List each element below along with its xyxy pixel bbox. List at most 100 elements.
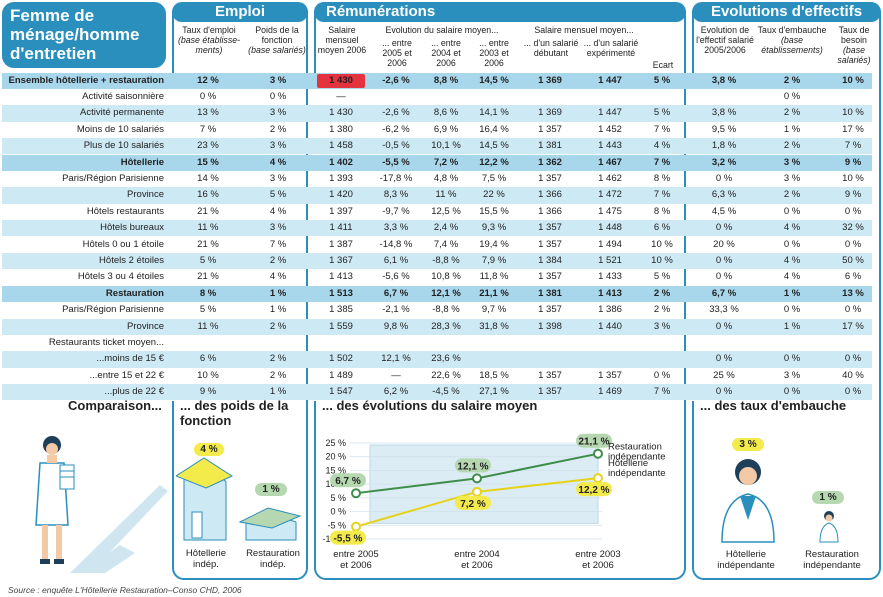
cell-7: 1 386 xyxy=(598,304,622,316)
cell-9: 6,3 % xyxy=(711,189,737,201)
cell-3: 8,3 % xyxy=(383,189,409,201)
column-separator xyxy=(310,72,318,401)
cell-4: 11 % xyxy=(435,189,457,201)
hdr-besoin-sub: (base salariés) xyxy=(837,45,871,65)
row-label: Hôtels 3 ou 4 étoiles xyxy=(77,271,164,283)
row-band xyxy=(2,138,872,155)
data-label-pill xyxy=(455,495,491,510)
cell-11: 6 % xyxy=(844,271,862,283)
y-tick-label: -5 % xyxy=(327,520,346,530)
cell-3: 9,8 % xyxy=(383,320,409,332)
row-band xyxy=(2,351,872,368)
cell-0: 13 % xyxy=(197,107,219,119)
table-row: Plus de 10 salariés 23 % 3 % 1 458 -0,5 % 10,… xyxy=(0,138,883,154)
x-tick-label: entre 2004 xyxy=(454,549,499,560)
poids-hotel-value: 4 % xyxy=(200,444,218,455)
table-row: Restaurants ticket moyen... xyxy=(0,335,883,351)
cell-4: 2,4 % xyxy=(433,222,459,234)
hdr-poids: Poids de la fonction (base salariés) xyxy=(246,25,308,55)
series-name: indépendante xyxy=(608,468,666,479)
cell-11: 40 % xyxy=(842,369,864,381)
cell-7: 1 440 xyxy=(598,320,622,332)
cell-5: 27,1 % xyxy=(479,386,509,398)
data-label: 12,2 % xyxy=(578,485,609,496)
cell-11: 32 % xyxy=(842,222,864,234)
page-title: Femme de ménage/homme d'entretien xyxy=(10,6,140,63)
cell-3: 6,2 % xyxy=(383,386,409,398)
cell-1: 2 % xyxy=(269,123,287,135)
cell-9: 9,5 % xyxy=(711,123,737,135)
cell-4: 23,6 % xyxy=(431,353,461,365)
row-label: Province xyxy=(127,320,164,332)
cell-4: -4,5 % xyxy=(432,386,460,398)
cell-9: 3,8 % xyxy=(711,107,737,119)
cell-4: -8,8 % xyxy=(432,254,460,266)
cell-2: 1 380 xyxy=(329,123,353,135)
cell-7: 1 521 xyxy=(598,254,622,266)
cell-11: 7 % xyxy=(844,140,862,152)
data-label: 12,1 % xyxy=(457,461,488,472)
row-label: Moins de 10 salariés xyxy=(76,123,164,135)
cell-7: 1 447 xyxy=(598,74,622,86)
cell-10: 2 % xyxy=(783,74,801,86)
hdr-evol-group: Evolution du salaire moyen... xyxy=(385,25,499,35)
series-name: Restauration xyxy=(608,442,662,453)
poids-title: ... des poids de la fonction xyxy=(180,398,289,428)
hdr-embauche: Taux d'embauche (base établissements) xyxy=(756,25,828,55)
cell-4: 10,1 % xyxy=(431,140,461,152)
table-row: ...moins de 15 € 6 % 2 % 1 502 12,1 % 23,6 % 0… xyxy=(0,351,883,367)
cell-4: 4,8 % xyxy=(433,172,459,184)
row-label: Activité saisonnière xyxy=(82,90,164,102)
embauche-resto-value: 1 % xyxy=(819,492,837,503)
cell-11: 0 % xyxy=(844,386,862,398)
cell-5: 9,7 % xyxy=(481,304,507,316)
table-row: Restauration 8 % 1 % 1 513 6,7 % 12,1 % 21,1 %… xyxy=(0,286,883,302)
cell-6: 1 357 xyxy=(538,172,562,184)
hdr-embauche-text: Taux d'embauche xyxy=(757,25,827,35)
cell-0: 11 % xyxy=(197,320,219,332)
cell-8: 2 % xyxy=(653,287,671,299)
cell-7: 1 462 xyxy=(598,172,622,184)
cell-10: 3 % xyxy=(783,172,801,184)
poids-resto-pill xyxy=(255,483,287,496)
x-tick-label: et 2006 xyxy=(340,560,372,571)
table-row: Province 11 % 2 % 1 559 9,8 % 28,3 % 31,8 % 1 3… xyxy=(0,319,883,335)
column-separator xyxy=(168,72,176,401)
embauche-hotel-value: 3 % xyxy=(739,439,757,450)
cell-10: 2 % xyxy=(783,189,801,201)
cell-10: 3 % xyxy=(783,156,801,168)
cell-3: -9,7 % xyxy=(382,205,410,217)
cell-4: 28,3 % xyxy=(431,320,461,332)
poids-resto-label: Restauration indép. xyxy=(246,548,300,570)
row-label: Hôtellerie xyxy=(120,156,164,168)
cell-4: 7,2 % xyxy=(433,156,459,168)
data-label-pill xyxy=(576,433,612,448)
cell-9: 0 % xyxy=(715,172,733,184)
cell-2: 1 420 xyxy=(329,189,353,201)
hdr-taux-emploi-text: Taux d'emploi xyxy=(182,25,236,35)
row-band xyxy=(2,220,872,237)
poids-resto-value: 1 % xyxy=(262,484,280,495)
cell-2: 1 458 xyxy=(329,140,353,152)
cell-7: 1 452 xyxy=(598,123,622,135)
remunerations-header: Rémunérations xyxy=(314,2,686,22)
cell-6: 1 357 xyxy=(538,271,562,283)
cell-1: 7 % xyxy=(269,238,287,250)
cell-7: 1 443 xyxy=(598,140,622,152)
cell-6: 1 398 xyxy=(538,320,562,332)
row-band xyxy=(2,252,872,270)
hdr-poids-text: Poids de la fonction xyxy=(255,25,299,45)
title-box: Femme de ménage/homme d'entretien xyxy=(2,2,166,68)
row-label: Ensemble hôtellerie + restauration xyxy=(8,74,164,86)
cell-3: -5,6 % xyxy=(382,271,410,283)
row-label: Hôtels bureaux xyxy=(100,222,164,234)
data-label-pill xyxy=(330,473,366,488)
row-label: Restauration xyxy=(105,287,164,299)
cell-0: 15 % xyxy=(197,156,219,168)
section-remunerations: Rémunérations xyxy=(326,3,436,20)
data-label: 7,2 % xyxy=(460,499,486,510)
hdr-experimente: ... d'un salarié expérimenté xyxy=(583,38,639,58)
cell-5: 21,1 % xyxy=(479,287,509,299)
cell-8: 10 % xyxy=(651,238,673,250)
x-tick-label: entre 2003 xyxy=(575,549,620,560)
